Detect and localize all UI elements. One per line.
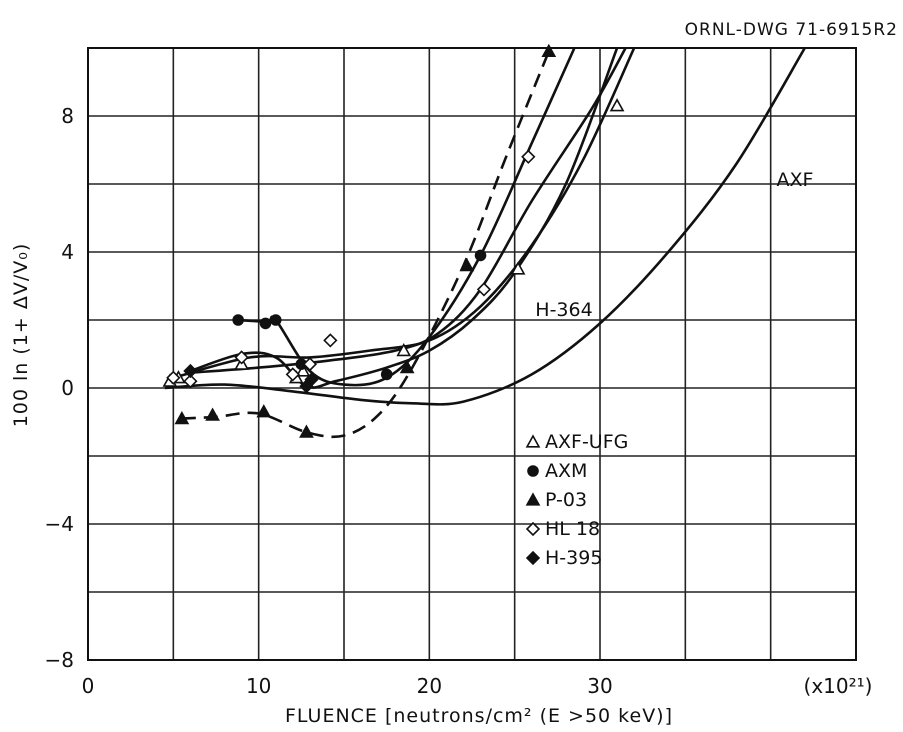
legend-marker-axf-ufg [525,434,541,448]
curve-hl-18 [190,48,627,374]
curve-axf [164,48,806,406]
plot-grid [88,48,856,660]
x-tick-label: 0 [82,674,95,698]
legend-label: H-395 [545,547,602,569]
point-hl-18 [476,282,492,297]
curve-labels: AXF H-364 [535,169,813,321]
point-p-03 [205,407,220,421]
legend-marker-hl-18 [525,521,541,537]
y-tick-label: 0 [61,376,74,400]
point-hl-18 [234,350,249,365]
point-axm [474,249,487,262]
point-hl-18 [166,370,181,385]
y-tick-labels: −8 −4 0 4 8 [45,104,74,672]
y-tick-label: −4 [45,512,74,536]
legend: AXF-UFG AXM P-03 HL 18 H-395 [525,431,628,569]
x-tick-labels: 0 10 20 30 [82,674,613,698]
point-axf-ufg [396,342,412,357]
point-hl-18 [302,357,317,372]
point-h-395 [304,372,319,387]
drawing-number: ORNL-DWG 71-6915R2 [685,20,898,40]
point-p-03 [174,410,190,425]
point-axf-ufg [609,98,625,112]
point-axf-ufg [295,363,311,377]
point-axm [259,317,272,330]
fitted-curves [164,48,806,439]
curve-label-axf: AXF [777,169,814,191]
point-p-03 [399,359,415,374]
point-p-03 [541,43,557,58]
data-markers [162,43,625,438]
y-axis-title: 100 ln (1+ ΔV/V₀) [10,243,32,428]
point-hl-18 [521,149,536,164]
point-axm [380,368,393,381]
point-h-395 [183,363,198,379]
x-axis-title: FLUENCE [neutrons/cm² (E >50 keV)] [285,705,673,727]
legend-marker-axm [527,465,539,477]
y-tick-label: −8 [45,648,74,672]
y-tick-label: 4 [61,240,74,264]
point-axm [269,314,282,326]
point-axf-ufg [510,261,526,275]
y-tick-label: 8 [61,104,74,128]
x-tick-label: 10 [246,674,271,698]
point-hl-18 [183,374,198,389]
curve-h-364 [172,48,636,380]
legend-marker-p-03 [525,492,541,506]
curve-p-03 [181,50,551,439]
legend-label: AXM [545,460,587,482]
legend-label: P-03 [545,489,587,511]
curve-h-395 [189,48,619,389]
point-hl-18 [323,333,338,348]
x-tick-label: 20 [417,674,442,698]
x-tick-label: 30 [587,674,612,698]
legend-label: AXF-UFG [545,431,628,453]
curve-label-h364: H-364 [535,299,592,321]
plot-frame [87,47,857,661]
x-multiplier: (x10²¹) [804,674,873,698]
legend-marker-h-395 [525,550,541,566]
point-p-03 [299,424,314,438]
point-hl-18 [285,367,300,382]
point-axm [232,314,244,326]
legend-label: HL 18 [545,518,600,540]
point-p-03 [459,257,475,272]
point-p-03 [256,404,272,418]
